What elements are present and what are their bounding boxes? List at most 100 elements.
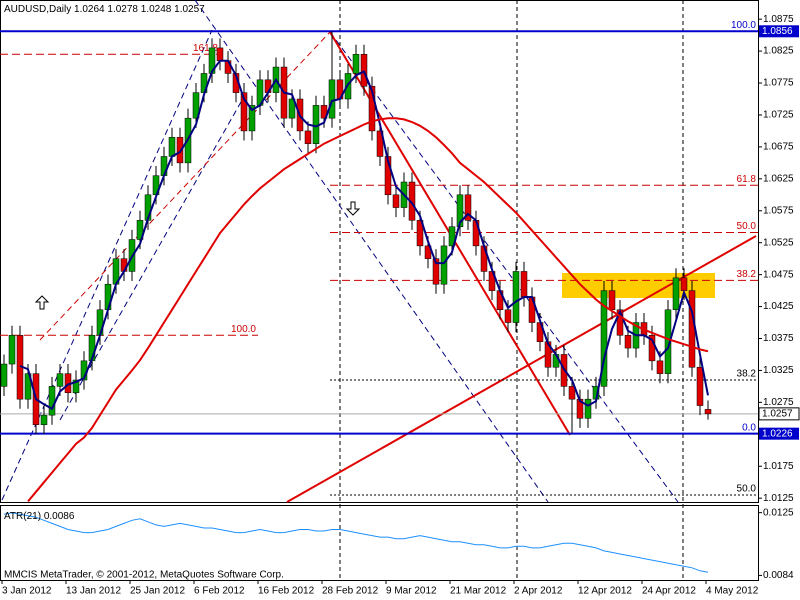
x-tick-label: 24 Apr 2012 (642, 586, 696, 597)
y-tick-label: 1.0675 (763, 142, 794, 153)
level-label: 38.2 (737, 269, 757, 280)
main-frame (0, 0, 759, 503)
moving-average (27, 117, 709, 503)
candle-body (24, 373, 32, 400)
candle-body (624, 335, 632, 349)
price-tag (759, 427, 799, 440)
last-low: 1.0248 (141, 4, 172, 15)
candle-body (568, 386, 576, 400)
indicator-name: ATR(21) (4, 511, 41, 522)
candle-body (512, 271, 520, 323)
y-tick-label: 1.0625 (763, 173, 794, 184)
candle-body (328, 79, 336, 119)
candle-body (376, 130, 384, 157)
moving-average (19, 59, 709, 411)
chart-title: AUDUSD,Daily 1.0264 1.0278 1.0248 1.0257 (4, 4, 205, 15)
x-tick-label: 3 Jan 2012 (2, 586, 52, 597)
y-tick-label: 1.0575 (763, 205, 794, 216)
candle-body (168, 137, 176, 157)
y-tick-label: 1.0725 (763, 110, 794, 121)
price-tag-label: 1.0226 (762, 428, 793, 439)
candle-body (240, 92, 248, 132)
x-tick-label: 6 Feb 2012 (194, 586, 245, 597)
candle-body (72, 379, 80, 394)
current-price-label: 1.0257 (762, 409, 793, 420)
candle-body (392, 194, 400, 208)
y-tick-label: 1.0775 (763, 78, 794, 89)
x-tick-label: 13 Jan 2012 (66, 586, 121, 597)
candle-body (456, 194, 464, 227)
candle-body (504, 309, 512, 323)
x-tick-label: 2 Apr 2012 (514, 586, 563, 597)
last-open: 1.0264 (74, 4, 105, 15)
candle-body (600, 290, 608, 387)
down-arrow (345, 201, 361, 216)
candle-body (352, 54, 360, 74)
price-tag (759, 25, 799, 38)
candle-body (688, 290, 696, 368)
indicator-line (3, 512, 709, 573)
candle-body (192, 92, 200, 119)
candle-body (8, 335, 16, 365)
last-high: 1.0278 (107, 4, 138, 15)
x-tick-label: 4 May 2012 (706, 586, 759, 597)
x-tick-label: 12 Apr 2012 (578, 586, 632, 597)
price-tag-label: 1.0856 (762, 26, 793, 37)
sub-frame (0, 505, 759, 581)
y-tick-label: 1.0475 (763, 269, 794, 280)
level-label: 100.0 (231, 324, 256, 335)
x-tick-label: 16 Feb 2012 (258, 586, 315, 597)
candle-body (608, 290, 616, 311)
x-tick-label: 9 Mar 2012 (386, 586, 437, 597)
candle-body (40, 414, 48, 425)
y-tick-label: 0.0125 (763, 507, 794, 518)
channel-line (194, 0, 549, 503)
candle-body (304, 130, 312, 144)
y-tick-label: 1.0125 (763, 493, 794, 504)
candle-body (680, 277, 688, 291)
last-close: 1.0257 (174, 4, 205, 15)
sub-title: ATR(21) 0.0086 (4, 511, 75, 522)
candle-body (248, 105, 256, 132)
candle-body (440, 245, 448, 285)
candle-body (432, 258, 440, 285)
candle-body (520, 271, 528, 298)
candle-body (704, 409, 712, 415)
candle-body (672, 277, 680, 311)
y-tick-label: 1.0375 (763, 333, 794, 344)
candle-body (360, 54, 368, 87)
y-tick-label: 1.0275 (763, 397, 794, 408)
candle-body (136, 220, 144, 240)
candle-body (48, 386, 56, 416)
y-tick-label: 1.0175 (763, 461, 794, 472)
candle-body (448, 226, 456, 247)
candle-body (368, 85, 376, 132)
candle-body (216, 47, 224, 61)
candle-body (176, 137, 184, 164)
candle-body (584, 398, 592, 419)
symbol: AUDUSD,Daily (4, 4, 71, 15)
y-tick-label: 0.0084 (763, 570, 794, 581)
candle-body (0, 363, 8, 387)
level-label: 161.8 (193, 43, 218, 54)
y-tick-label: 1.0525 (763, 237, 794, 248)
level-label: 100.0 (731, 20, 756, 31)
candle-body (656, 360, 664, 374)
candle-body (288, 98, 296, 119)
up-arrow (34, 295, 50, 310)
channel-line (59, 94, 246, 421)
level-label: 61.8 (737, 174, 757, 185)
plot: 1.0875 1.0825 1.0775 1.0725 1.0675 1.0625 1.05… (0, 14, 800, 597)
y-tick-label: 1.0325 (763, 365, 794, 376)
x-tick-label: 25 Jan 2012 (130, 586, 185, 597)
y-tick-label: 1.0425 (763, 301, 794, 312)
channel-line (329, 31, 679, 503)
copyright: MMCIS MetaTrader, © 2001-2012, MetaQuote… (4, 570, 284, 581)
y-tick-label: 1.0825 (763, 46, 794, 57)
candle-body (56, 373, 64, 387)
indicator-value: 0.0086 (44, 511, 75, 522)
candle-body (416, 220, 424, 247)
x-tick-label: 21 Mar 2012 (450, 586, 507, 597)
